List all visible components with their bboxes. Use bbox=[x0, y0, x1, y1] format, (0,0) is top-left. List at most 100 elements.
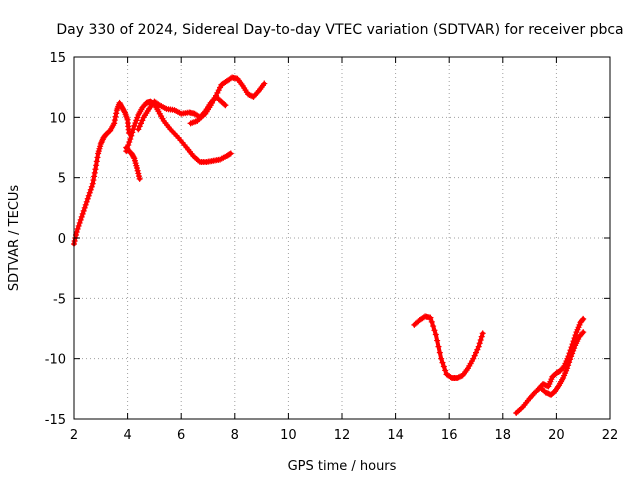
x-tick-label: 20 bbox=[548, 428, 565, 443]
series-arc-8 bbox=[534, 315, 587, 394]
data-point bbox=[571, 335, 578, 342]
data-point bbox=[215, 87, 222, 94]
data-point bbox=[567, 347, 574, 354]
data-point bbox=[84, 195, 91, 202]
series-arc-1 bbox=[71, 99, 132, 248]
data-point bbox=[89, 180, 96, 187]
chart-title: Day 330 of 2024, Sidereal Day-to-day VTE… bbox=[56, 22, 623, 38]
data-point bbox=[133, 117, 140, 124]
data-point bbox=[430, 323, 437, 330]
data-point bbox=[91, 173, 98, 180]
data-point bbox=[474, 346, 481, 353]
data-point bbox=[127, 136, 134, 143]
data-point bbox=[81, 204, 88, 211]
data-point bbox=[76, 219, 83, 226]
data-point bbox=[478, 333, 485, 340]
data-layer bbox=[71, 74, 587, 416]
data-point bbox=[570, 338, 577, 345]
data-point bbox=[540, 381, 546, 388]
series-arc-5 bbox=[187, 74, 268, 127]
data-point bbox=[133, 165, 140, 172]
x-tick-label: 2 bbox=[70, 428, 78, 443]
data-point bbox=[261, 80, 268, 87]
series-arc-6 bbox=[411, 313, 486, 381]
data-point bbox=[82, 201, 89, 208]
data-point bbox=[580, 315, 587, 322]
data-point bbox=[139, 117, 146, 124]
grid-layer bbox=[74, 57, 610, 419]
data-point bbox=[74, 225, 81, 232]
data-point bbox=[479, 330, 486, 337]
data-point bbox=[226, 151, 233, 158]
data-point bbox=[427, 314, 434, 321]
data-point bbox=[121, 108, 128, 115]
data-point bbox=[542, 382, 549, 389]
data-point bbox=[447, 374, 454, 381]
x-tick-label: 4 bbox=[123, 428, 131, 443]
data-point bbox=[428, 318, 435, 325]
data-point bbox=[77, 216, 84, 223]
data-point bbox=[124, 145, 131, 152]
data-point bbox=[79, 210, 86, 217]
data-point bbox=[439, 359, 446, 366]
data-point bbox=[222, 102, 229, 109]
data-point bbox=[435, 343, 442, 350]
data-point bbox=[436, 349, 443, 356]
y-tick-label: -10 bbox=[45, 353, 66, 368]
data-point bbox=[112, 113, 119, 120]
data-point bbox=[123, 148, 130, 155]
data-point bbox=[130, 154, 137, 161]
data-point bbox=[454, 374, 461, 381]
data-point bbox=[91, 169, 98, 176]
data-point bbox=[125, 142, 132, 149]
data-point bbox=[134, 114, 141, 121]
y-tick-label: 10 bbox=[49, 111, 66, 126]
data-point bbox=[579, 330, 586, 337]
data-point bbox=[86, 189, 93, 196]
y-tick-label: 5 bbox=[58, 172, 66, 187]
data-point bbox=[542, 389, 549, 396]
data-point bbox=[227, 150, 234, 157]
data-point bbox=[155, 101, 162, 108]
data-point bbox=[93, 158, 100, 165]
data-point bbox=[135, 126, 142, 133]
series-arc-3 bbox=[123, 98, 234, 165]
data-point bbox=[476, 340, 483, 347]
data-point bbox=[136, 123, 143, 130]
data-point bbox=[129, 129, 136, 136]
x-tick-label: 18 bbox=[495, 428, 512, 443]
data-point bbox=[560, 364, 567, 371]
data-point bbox=[434, 337, 441, 344]
data-point bbox=[213, 92, 220, 99]
x-tick-label: 14 bbox=[387, 428, 404, 443]
data-point bbox=[135, 173, 142, 180]
data-point bbox=[87, 186, 94, 193]
data-point bbox=[456, 373, 463, 380]
data-point bbox=[128, 132, 135, 139]
x-tick-label: 22 bbox=[602, 428, 619, 443]
data-point bbox=[90, 177, 97, 184]
data-point bbox=[132, 120, 139, 127]
data-point bbox=[470, 355, 477, 362]
data-point bbox=[136, 175, 143, 182]
data-point bbox=[214, 89, 221, 96]
data-point bbox=[71, 238, 78, 245]
tick-layer: 2 4 6 8 10 12 14 16 18 20 22 -15 -10 -5 0 5 10 15 bbox=[45, 51, 619, 443]
y-tick-label: -15 bbox=[45, 413, 66, 428]
data-point bbox=[544, 390, 551, 397]
x-tick-label: 16 bbox=[441, 428, 458, 443]
data-point bbox=[85, 192, 92, 199]
data-point bbox=[431, 327, 438, 334]
data-point bbox=[245, 91, 252, 98]
y-tick-label: 15 bbox=[49, 51, 66, 66]
data-point bbox=[572, 332, 579, 339]
y-tick-label: -5 bbox=[53, 292, 66, 307]
data-point bbox=[73, 228, 80, 235]
data-point bbox=[113, 110, 120, 117]
data-point bbox=[221, 101, 228, 108]
data-point bbox=[80, 207, 87, 214]
data-point bbox=[438, 355, 445, 362]
data-point bbox=[580, 329, 587, 336]
x-tick-label: 6 bbox=[177, 428, 185, 443]
data-point bbox=[131, 122, 138, 129]
